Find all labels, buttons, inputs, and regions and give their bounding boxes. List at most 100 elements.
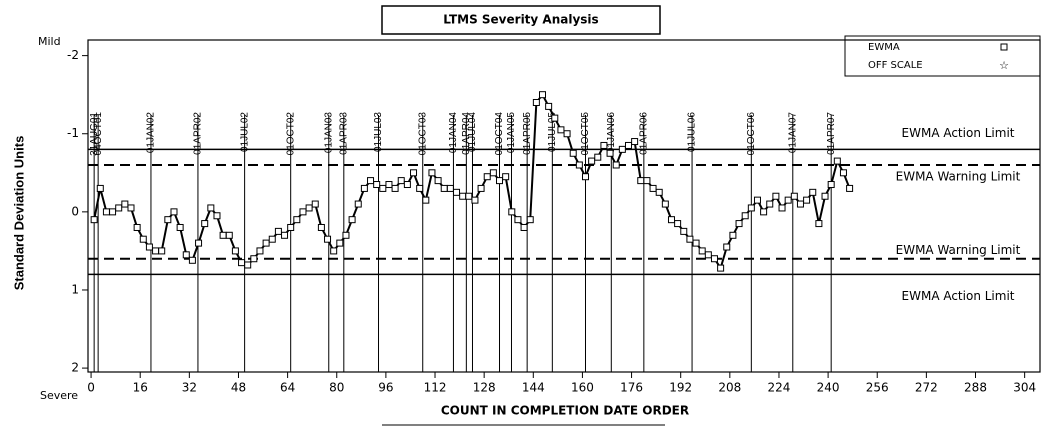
date-label: 01JUL06 (687, 112, 698, 152)
y-top-label: Mild (38, 35, 61, 48)
x-tick-label: 80 (329, 381, 344, 395)
ewma-point (410, 169, 418, 177)
ewma-point (96, 184, 104, 192)
ewma-point (710, 255, 718, 263)
x-tick-label: 240 (817, 381, 840, 395)
date-label: 01OCT03 (417, 112, 428, 156)
ewma-point (453, 188, 461, 196)
ewma-point (250, 255, 258, 263)
legend-label: OFF SCALE (868, 60, 923, 71)
ewma-point (188, 256, 196, 264)
y-tick-label: -2 (67, 48, 79, 62)
ewma-point (618, 145, 626, 153)
x-tick-label: 64 (280, 381, 295, 395)
ewma-point (575, 161, 583, 169)
x-tick-label: 256 (866, 381, 889, 395)
ewma-point (127, 204, 135, 212)
ewma-point (753, 196, 761, 204)
ewma-point (514, 216, 522, 224)
date-label: 01APR06 (638, 112, 649, 155)
ewma-point (557, 126, 565, 134)
ewma-point (164, 216, 172, 224)
ewma-point (655, 188, 663, 196)
ewma-point (483, 173, 491, 181)
x-tick-label: 128 (473, 381, 496, 395)
date-label: 01JAN03 (323, 112, 334, 154)
ewma-point (360, 184, 368, 192)
ewma-point (170, 208, 178, 216)
ewma-point (827, 181, 835, 189)
x-tick-label: 112 (424, 381, 447, 395)
date-label: 01OCT04 (494, 112, 505, 156)
ewma-point (520, 223, 528, 231)
plot-frame (87, 39, 1041, 373)
ewma-point (723, 243, 731, 251)
ewma-point (102, 208, 110, 216)
ewma-point (686, 235, 694, 243)
ewma-point (109, 208, 117, 216)
x-tick-label: 48 (231, 381, 246, 395)
ewma-point (539, 91, 547, 99)
ewma-point (225, 231, 233, 239)
y-tick-label: 2 (71, 361, 79, 375)
date-label: 01APR03 (338, 112, 349, 155)
ewma-point (526, 216, 534, 224)
ewma-point (821, 192, 829, 200)
ewma-point (624, 141, 632, 149)
ewma-point (760, 208, 768, 216)
ewma-point (643, 177, 651, 185)
ewma-point (594, 153, 602, 161)
ewma-point (600, 141, 608, 149)
date-label: 01OCT05 (580, 112, 591, 156)
ewma-point (385, 181, 393, 189)
y-bottom-label: Severe (40, 389, 78, 402)
legend-label: EWMA (868, 42, 900, 53)
ewma-point (471, 196, 479, 204)
ewma-point (477, 184, 485, 192)
ewma-point (569, 149, 577, 157)
date-label: 01OCT06 (746, 112, 757, 156)
ewma-point (661, 200, 669, 208)
ewma-point (680, 227, 688, 235)
ewma-point (428, 169, 436, 177)
ewma-point (790, 192, 798, 200)
x-tick-label: 176 (620, 381, 643, 395)
ewma-point (637, 177, 645, 185)
ewma-point (741, 212, 749, 220)
ewma-point (833, 157, 841, 165)
ewma-point (139, 235, 147, 243)
ewma-point (803, 196, 811, 204)
ewma-point (747, 204, 755, 212)
title-box (381, 5, 661, 35)
x-tick-label: 144 (522, 381, 545, 395)
ewma-point (207, 204, 215, 212)
date-label: 01JUL05 (547, 112, 558, 152)
date-label: 04OCT01 (93, 112, 104, 156)
ewma-point (281, 231, 289, 239)
date-label: 01JAN07 (787, 112, 798, 154)
ewma-point (213, 212, 221, 220)
ewma-point (778, 204, 786, 212)
ewma-point (311, 200, 319, 208)
x-tick-label: 304 (1013, 381, 1036, 395)
y-axis-label: Standard Deviation Units (11, 136, 26, 291)
ewma-point (336, 239, 344, 247)
x-tick-label: 272 (915, 381, 938, 395)
ewma-point (244, 261, 252, 269)
y-tick-label: 0 (71, 204, 79, 218)
ewma-point (717, 264, 725, 272)
ewma-point (440, 184, 448, 192)
ewma-point (839, 169, 847, 177)
ewma-point (274, 227, 282, 235)
ewma-point (176, 223, 184, 231)
ewma-point (459, 192, 467, 200)
ewma-point (434, 177, 442, 185)
ewma-point (551, 114, 559, 122)
ewma-point (354, 200, 362, 208)
ewma-point (631, 138, 639, 146)
ewma-point (545, 102, 553, 110)
ewma-point (422, 196, 430, 204)
ewma-point (588, 157, 596, 165)
legend-box (844, 35, 1041, 77)
